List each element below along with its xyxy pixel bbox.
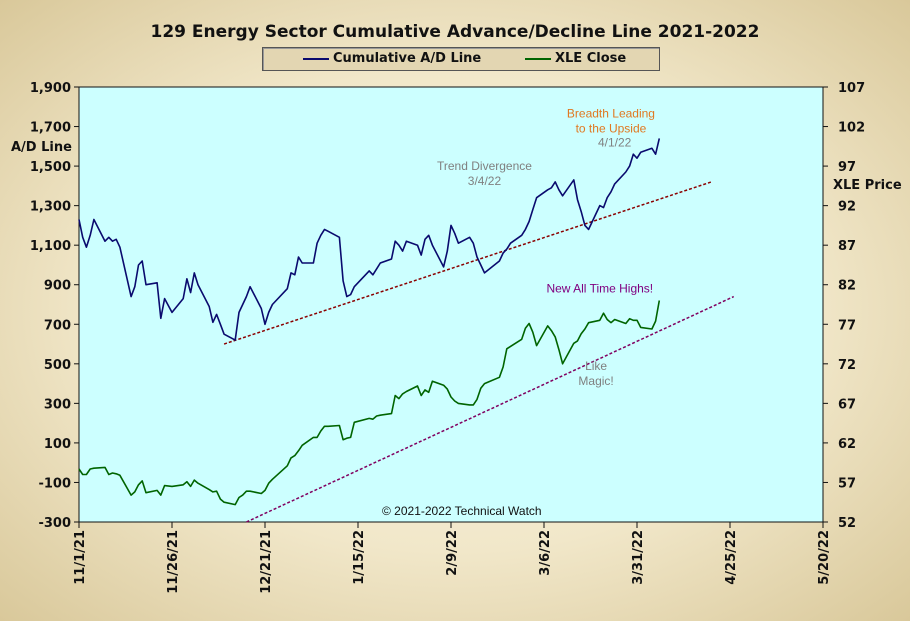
y-right-tick-label: 82	[838, 279, 856, 294]
annot-new-highs: New All Time Highs!	[546, 282, 653, 296]
y-right-tick-label: 52	[838, 516, 856, 531]
x-tick-label: 12/21/21	[259, 530, 274, 594]
legend-item-ad-line: Cumulative A/D Line	[303, 51, 481, 66]
series-line-xle	[78, 300, 661, 506]
legend-swatch-ad-line	[303, 57, 329, 60]
annot-breadth-leading: Breadth Leading to the Upside	[567, 107, 655, 136]
x-tick-label: 4/25/22	[724, 530, 739, 585]
y-right-tick-label: 107	[838, 81, 865, 96]
chart-legend: Cumulative A/D Line XLE Close	[262, 47, 660, 71]
legend-label-ad-line: Cumulative A/D Line	[333, 51, 482, 66]
copyright-text: © 2021-2022 Technical Watch	[382, 504, 542, 518]
y-left-tick-label: 1,500	[30, 160, 71, 175]
x-tick-label: 11/1/21	[73, 530, 88, 585]
series-line-ad	[78, 138, 661, 341]
legend-label-xle: XLE Close	[555, 51, 627, 66]
y-left-tick-label: 1,900	[30, 81, 71, 96]
y-left-tick-label: 900	[44, 279, 71, 294]
y-left-tick-label: 500	[44, 358, 71, 373]
legend-swatch-xle	[525, 57, 551, 60]
x-tick-label: 1/15/22	[352, 530, 367, 585]
x-tick-label: 3/6/22	[538, 530, 553, 576]
y-right-tick-label: 97	[838, 160, 856, 175]
y-right-tick-label: 87	[838, 239, 856, 254]
xle-trendline	[246, 295, 735, 523]
ad-trendline	[223, 181, 712, 345]
y-right-tick-label: 92	[838, 200, 856, 215]
x-tick-label: 3/31/22	[631, 530, 646, 585]
legend-item-xle: XLE Close	[525, 51, 626, 66]
y-left-tick-label: -100	[38, 476, 71, 491]
y-left-tick-label: 1,300	[30, 200, 71, 215]
y-axis-right-label: XLE Price	[833, 178, 902, 193]
y-right-tick-label: 72	[838, 358, 856, 373]
y-left-tick-label: 300	[44, 397, 71, 412]
y-right-tick-label: 62	[838, 437, 856, 452]
y-axis-left-label: A/D Line	[11, 140, 72, 155]
y-right-tick-label: 102	[838, 121, 865, 136]
annot-breadth-date: 4/1/22	[598, 135, 632, 149]
y-left-tick-label: -300	[38, 516, 71, 531]
annot-like-magic: Like Magic!	[578, 359, 613, 388]
y-left-tick-label: 1,700	[30, 121, 71, 136]
y-left-tick-label: 1,100	[30, 239, 71, 254]
x-tick-label: 5/20/22	[817, 530, 832, 585]
y-right-tick-label: 67	[838, 397, 856, 412]
x-tick-label: 2/9/22	[445, 530, 460, 576]
chart-title: 129 Energy Sector Cumulative Advance/Dec…	[150, 22, 760, 42]
y-left-tick-label: 700	[44, 318, 71, 333]
x-tick-label: 11/26/21	[166, 530, 181, 594]
annot-trend-divergence: Trend Divergence 3/4/22	[437, 159, 532, 188]
y-right-tick-label: 77	[838, 318, 856, 333]
plot-area	[78, 86, 824, 523]
y-right-tick-label: 57	[838, 476, 856, 491]
y-left-tick-label: 100	[44, 437, 71, 452]
